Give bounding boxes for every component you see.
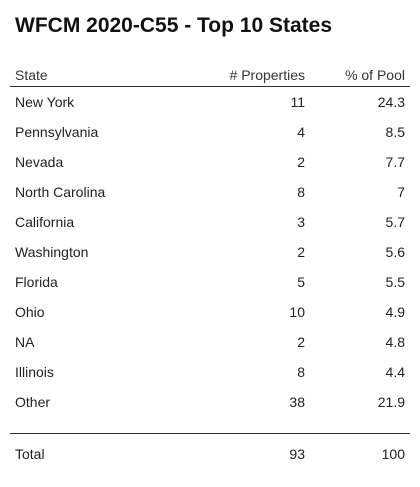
properties-cell: 10 <box>289 304 305 320</box>
percent-cell: 24.3 <box>377 94 405 110</box>
table-row: New York 11 24.3 <box>10 87 410 117</box>
percent-cell: 4.4 <box>385 364 405 380</box>
total-row: Total 93 100 <box>10 434 410 474</box>
percent-cell: 4.8 <box>385 334 405 350</box>
percent-cell: 8.5 <box>385 124 405 140</box>
percent-cell: 7.7 <box>385 154 405 170</box>
table-row: Nevada 2 7.7 <box>10 147 410 177</box>
table-row: Pennsylvania 4 8.5 <box>10 117 410 147</box>
state-cell: NA <box>15 334 35 350</box>
properties-cell: 2 <box>297 334 305 350</box>
table-row: Florida 5 5.5 <box>10 267 410 297</box>
properties-cell: 2 <box>297 244 305 260</box>
header-properties: # Properties <box>229 67 305 83</box>
table-row: Other 38 21.9 <box>10 387 410 417</box>
total-properties: 93 <box>289 446 305 462</box>
state-cell: New York <box>15 94 75 110</box>
state-cell: Washington <box>15 244 89 260</box>
total-label: Total <box>15 446 45 462</box>
table-spacer <box>10 417 410 433</box>
header-percent-of-pool: % of Pool <box>345 67 405 83</box>
states-table: State # Properties % of Pool New York 11 2… <box>10 64 410 474</box>
percent-cell: 4.9 <box>385 304 405 320</box>
properties-cell: 38 <box>289 394 305 410</box>
properties-cell: 5 <box>297 274 305 290</box>
properties-cell: 2 <box>297 154 305 170</box>
header-state: State <box>15 67 48 83</box>
total-divider <box>10 433 410 434</box>
state-cell: Illinois <box>15 364 54 380</box>
table-row: North Carolina 8 7 <box>10 177 410 207</box>
properties-cell: 8 <box>297 364 305 380</box>
state-cell: Ohio <box>15 304 45 320</box>
table-row: Washington 2 5.6 <box>10 237 410 267</box>
table-header: State # Properties % of Pool <box>10 64 410 87</box>
state-cell: Other <box>15 394 51 410</box>
properties-cell: 3 <box>297 214 305 230</box>
table-body: New York 11 24.3 Pennsylvania 4 8.5 Nevada 2 7.7… <box>10 87 410 417</box>
percent-cell: 5.7 <box>385 214 405 230</box>
state-cell: Florida <box>15 274 58 290</box>
state-cell: Pennsylvania <box>15 124 99 140</box>
percent-cell: 5.6 <box>385 244 405 260</box>
table-row: California 3 5.7 <box>10 207 410 237</box>
total-percent: 100 <box>381 446 405 462</box>
chart-title: WFCM 2020-C55 - Top 10 States <box>15 14 333 37</box>
properties-cell: 4 <box>297 124 305 140</box>
properties-cell: 11 <box>290 94 305 110</box>
table-row: NA 2 4.8 <box>10 327 410 357</box>
table-row: Ohio 10 4.9 <box>10 297 410 327</box>
percent-cell: 5.5 <box>385 274 405 290</box>
table-row: Illinois 8 4.4 <box>10 357 410 387</box>
properties-cell: 8 <box>297 184 305 200</box>
percent-cell: 21.9 <box>377 394 405 410</box>
state-cell: North Carolina <box>15 184 106 200</box>
state-cell: Nevada <box>15 154 64 170</box>
percent-cell: 7 <box>397 184 405 200</box>
state-cell: California <box>15 214 75 230</box>
